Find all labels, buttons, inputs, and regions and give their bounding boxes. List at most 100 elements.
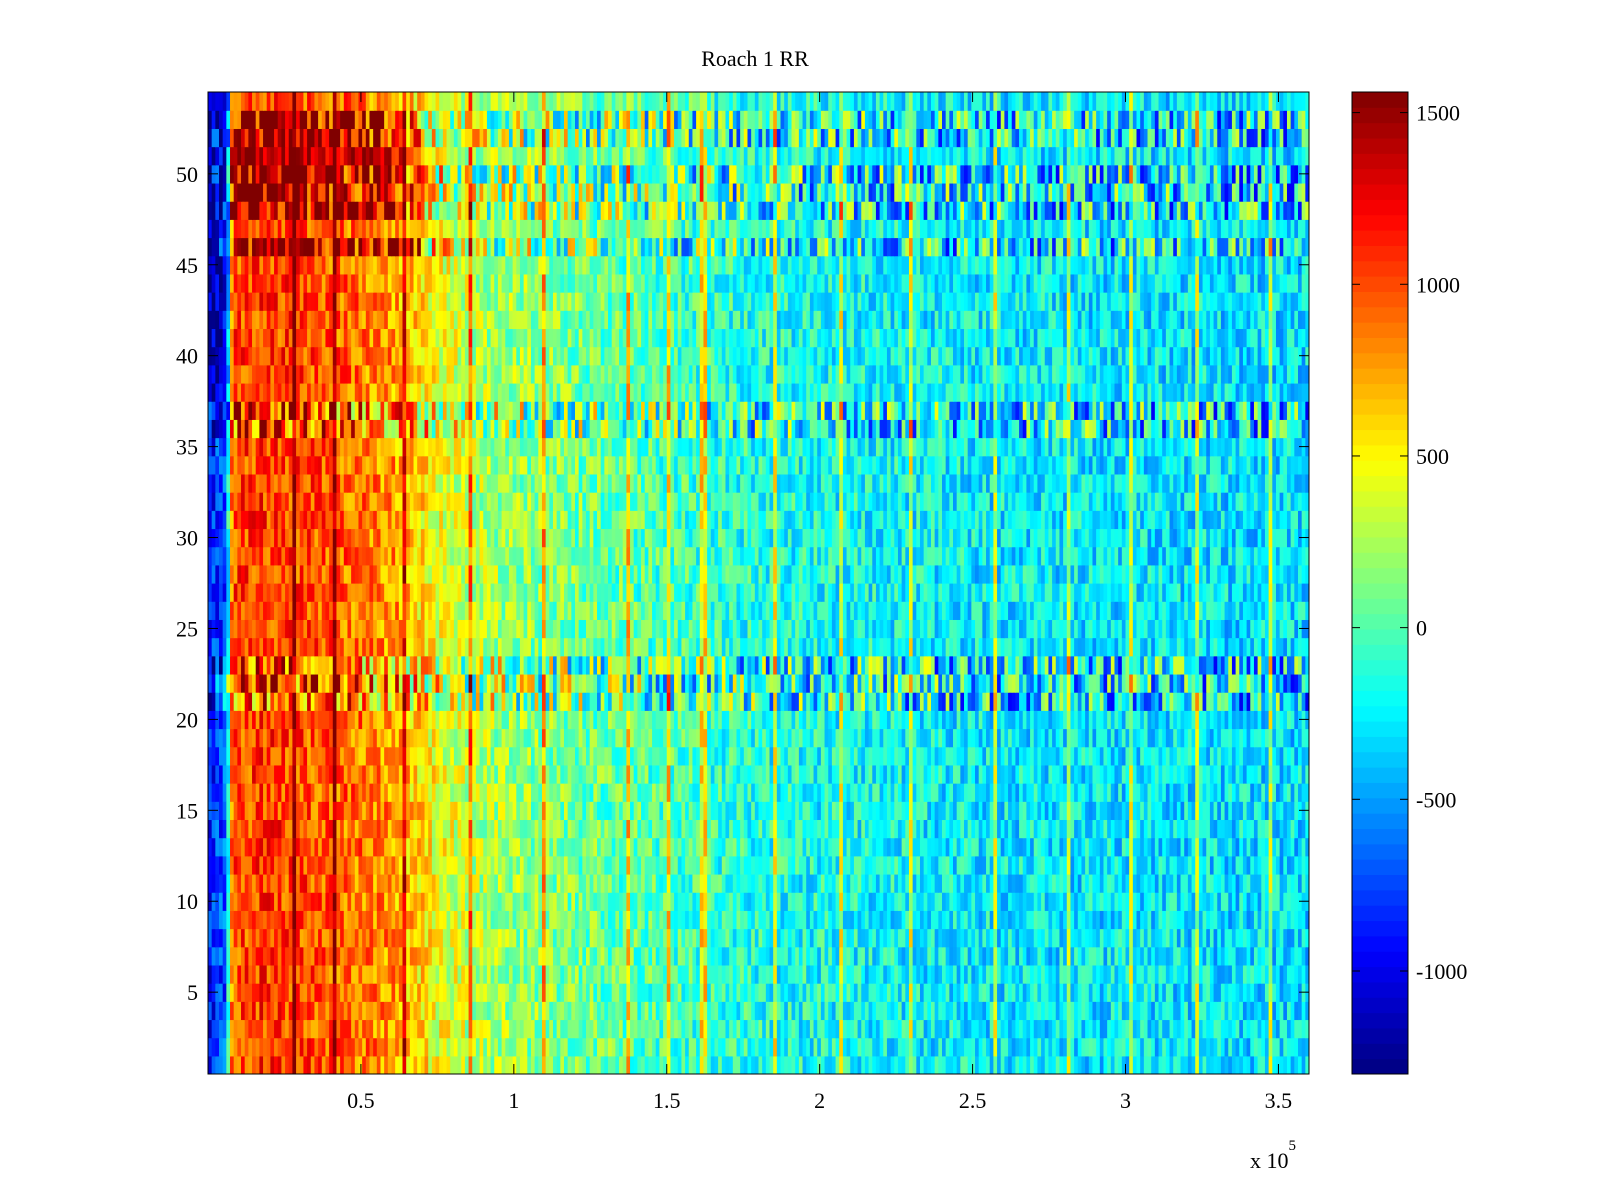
heatmap-cell bbox=[288, 1037, 294, 1057]
heatmap-cell bbox=[472, 928, 477, 948]
heatmap-cell bbox=[1191, 928, 1196, 948]
heatmap-cell bbox=[736, 892, 741, 911]
heatmap-cell bbox=[277, 1019, 282, 1039]
heatmap-cell bbox=[442, 964, 448, 984]
heatmap-cell bbox=[1059, 946, 1064, 966]
heatmap-cell bbox=[942, 1019, 947, 1039]
heatmap-cell bbox=[446, 819, 451, 839]
heatmap-cell bbox=[971, 1001, 976, 1021]
heatmap-cell bbox=[307, 910, 312, 930]
heatmap-cell bbox=[886, 801, 892, 821]
heatmap-cell bbox=[699, 855, 705, 875]
heatmap-cell bbox=[890, 819, 895, 839]
heatmap-cell bbox=[255, 1037, 260, 1057]
heatmap-cell bbox=[1107, 928, 1112, 948]
heatmap-cell bbox=[406, 928, 411, 948]
heatmap-cell bbox=[1286, 819, 1292, 839]
heatmap-cell bbox=[303, 873, 308, 893]
heatmap-cell bbox=[758, 764, 763, 784]
heatmap-cell bbox=[703, 783, 708, 802]
heatmap-cell bbox=[751, 819, 756, 839]
heatmap-cell bbox=[1136, 801, 1141, 821]
heatmap-cell bbox=[879, 873, 884, 893]
heatmap-cell bbox=[967, 855, 972, 875]
heatmap-cell bbox=[483, 910, 488, 930]
heatmap-cell bbox=[475, 1001, 481, 1021]
heatmap-cell bbox=[692, 1055, 697, 1074]
heatmap-cell bbox=[861, 1037, 866, 1057]
heatmap-cell bbox=[883, 837, 888, 857]
heatmap-cell bbox=[1264, 837, 1270, 857]
heatmap-cell bbox=[699, 873, 705, 893]
heatmap-cell bbox=[1033, 783, 1039, 802]
heatmap-cell bbox=[343, 783, 349, 802]
heatmap-cell bbox=[696, 837, 701, 857]
heatmap-cell bbox=[343, 837, 349, 857]
heatmap-cell bbox=[1008, 855, 1013, 875]
heatmap-cell bbox=[853, 964, 859, 984]
heatmap-cell bbox=[703, 928, 708, 948]
heatmap-cell bbox=[1180, 801, 1185, 821]
heatmap-cell bbox=[244, 983, 249, 1002]
heatmap-cell bbox=[340, 783, 345, 802]
heatmap-cell bbox=[310, 928, 316, 948]
heatmap-cell bbox=[1305, 910, 1309, 930]
heatmap-cell bbox=[252, 946, 257, 966]
heatmap-cell bbox=[384, 1055, 389, 1074]
heatmap-cell bbox=[586, 1001, 591, 1021]
heatmap-cell bbox=[784, 1001, 789, 1021]
heatmap-cell bbox=[475, 764, 481, 784]
heatmap-cell bbox=[442, 1019, 448, 1039]
heatmap-cell bbox=[864, 837, 870, 857]
heatmap-cell bbox=[230, 1001, 235, 1021]
heatmap-cell bbox=[211, 855, 216, 875]
heatmap-cell bbox=[850, 783, 855, 802]
heatmap-cell bbox=[835, 1037, 840, 1057]
heatmap-cell bbox=[354, 1055, 360, 1074]
heatmap-cell bbox=[1191, 946, 1196, 966]
heatmap-cell bbox=[299, 819, 305, 839]
heatmap-cell bbox=[538, 873, 543, 893]
heatmap-cell bbox=[343, 1019, 349, 1039]
heatmap-cell bbox=[288, 910, 294, 930]
heatmap-cell bbox=[710, 892, 716, 911]
heatmap-cell bbox=[241, 892, 246, 911]
heatmap-cell bbox=[512, 819, 517, 839]
heatmap-cell bbox=[740, 983, 745, 1002]
heatmap-cell bbox=[696, 983, 701, 1002]
heatmap-cell bbox=[835, 801, 840, 821]
heatmap-cell bbox=[850, 910, 855, 930]
heatmap-cell bbox=[560, 855, 565, 875]
heatmap-cell bbox=[1224, 1037, 1229, 1057]
heatmap-cell bbox=[1261, 855, 1266, 875]
heatmap-cell bbox=[1209, 783, 1215, 802]
heatmap-cell bbox=[864, 1055, 870, 1074]
heatmap-cell bbox=[608, 983, 613, 1002]
heatmap-cell bbox=[864, 801, 870, 821]
heatmap-cell bbox=[347, 964, 352, 984]
heatmap-cell bbox=[839, 964, 844, 984]
heatmap-cell bbox=[930, 1001, 936, 1021]
heatmap-cell bbox=[846, 1055, 851, 1074]
heatmap-cell bbox=[942, 964, 947, 984]
heatmap-cell bbox=[919, 1037, 925, 1057]
heatmap-cell bbox=[758, 892, 763, 911]
heatmap-cell bbox=[538, 801, 543, 821]
heatmap-cell bbox=[831, 983, 837, 1002]
heatmap-cell bbox=[589, 983, 594, 1002]
heatmap-cell bbox=[776, 1019, 782, 1039]
heatmap-cell bbox=[927, 873, 932, 893]
heatmap-cell bbox=[622, 910, 627, 930]
heatmap-cell bbox=[685, 855, 690, 875]
heatmap-cell bbox=[1279, 910, 1284, 930]
heatmap-cell bbox=[1187, 801, 1193, 821]
heatmap-cell bbox=[424, 801, 429, 821]
heatmap-cell bbox=[1228, 946, 1233, 966]
heatmap-cell bbox=[828, 910, 833, 930]
heatmap-cell bbox=[861, 910, 866, 930]
heatmap-cell bbox=[945, 1055, 950, 1074]
heatmap-cell bbox=[608, 801, 613, 821]
heatmap-cell bbox=[266, 1019, 271, 1039]
heatmap-cell bbox=[1114, 910, 1119, 930]
heatmap-cell bbox=[934, 783, 939, 802]
